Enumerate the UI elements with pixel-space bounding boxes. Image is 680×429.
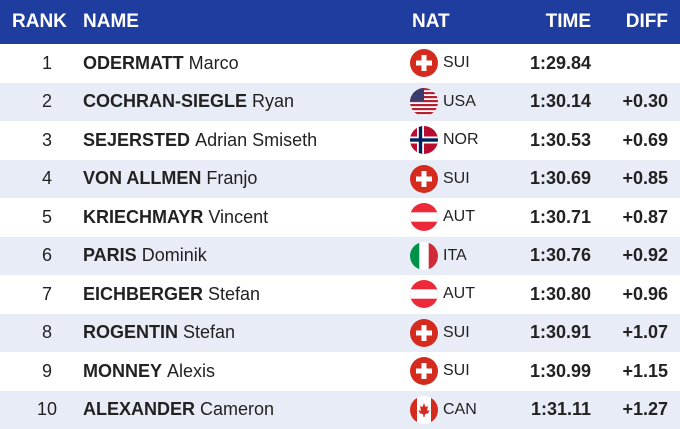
diff: +1.27 xyxy=(622,399,668,420)
result-row: 3 SEJERSTED Adrian Smiseth NOR 1:30.53 +0.69 xyxy=(0,121,680,160)
diff: +1.07 xyxy=(622,322,668,343)
first-name: Vincent xyxy=(208,206,269,227)
time: 1:30.91 xyxy=(529,322,591,343)
athlete-name: ROGENTIN Stefan xyxy=(83,314,235,353)
rank: 3 xyxy=(41,129,52,150)
result-row: 9 MONNEY Alexis SUI 1:30.99 +1.15 xyxy=(0,352,680,391)
nation: SUI xyxy=(443,54,470,72)
diff: +0.69 xyxy=(622,129,668,150)
first-name: Alexis xyxy=(167,360,216,381)
time: 1:30.53 xyxy=(529,129,591,150)
nation: SUI xyxy=(443,169,470,187)
last-name: ROGENTIN xyxy=(83,322,179,343)
flag-icon xyxy=(410,280,438,309)
result-row: 2 COCHRAN-SIEGLE Ryan USA 1:30.14 +0.30 xyxy=(0,82,680,122)
result-row: 10 ALEXANDER Cameron CAN 1:31.11 +1.27 xyxy=(0,390,680,429)
result-row: 6 PARIS Dominik ITA 1:30.76 +0.92 xyxy=(0,236,680,276)
first-name: Cameron xyxy=(200,399,275,420)
last-name: COCHRAN-SIEGLE xyxy=(83,91,248,112)
flag-icon xyxy=(410,203,438,232)
flag-icon xyxy=(410,395,438,424)
diff: +0.30 xyxy=(622,91,668,112)
flag-icon xyxy=(410,126,438,155)
first-name: Marco xyxy=(188,52,239,73)
diff: +0.85 xyxy=(622,168,668,189)
athlete-name: SEJERSTED Adrian Smiseth xyxy=(83,121,317,160)
athlete-name: EICHBERGER Stefan xyxy=(83,275,260,314)
time: 1:30.69 xyxy=(529,168,591,189)
nation: AUT xyxy=(443,208,475,226)
time: 1:30.76 xyxy=(529,245,591,266)
header-diff: DIFF xyxy=(625,11,668,32)
diff: +0.92 xyxy=(622,245,668,266)
flag-icon xyxy=(410,241,438,270)
first-name: Stefan xyxy=(208,283,261,304)
nation: ITA xyxy=(443,246,467,264)
result-row: 4 VON ALLMEN Franjo SUI 1:30.69 +0.85 xyxy=(0,159,680,199)
nation: CAN xyxy=(443,400,477,418)
nation: AUT xyxy=(443,285,475,303)
athlete-name: ALEXANDER Cameron xyxy=(83,391,274,429)
flag-icon xyxy=(410,357,438,386)
first-name: Ryan xyxy=(252,91,295,112)
rank: 8 xyxy=(41,322,52,343)
flag-icon xyxy=(410,49,438,78)
nation: NOR xyxy=(443,131,479,149)
athlete-name: PARIS Dominik xyxy=(83,237,207,276)
header-name: NAME xyxy=(83,11,139,32)
last-name: SEJERSTED xyxy=(83,129,191,150)
time: 1:30.71 xyxy=(529,206,591,227)
flag-icon xyxy=(410,318,438,347)
nation: SUI xyxy=(443,323,470,341)
rank: 6 xyxy=(41,245,52,266)
rank: 4 xyxy=(41,168,52,189)
first-name: Dominik xyxy=(141,245,207,266)
time: 1:29.84 xyxy=(529,52,591,73)
time: 1:30.14 xyxy=(529,91,591,112)
time: 1:31.11 xyxy=(530,399,591,420)
result-row: 7 EICHBERGER Stefan AUT 1:30.80 +0.96 xyxy=(0,275,680,314)
first-name: Stefan xyxy=(183,322,236,343)
first-name: Franjo xyxy=(206,168,258,189)
diff: +1.15 xyxy=(622,360,668,381)
flag-icon xyxy=(410,87,438,116)
nation: SUI xyxy=(443,362,470,380)
last-name: ODERMATT xyxy=(83,52,184,73)
result-row: 5 KRIECHMAYR Vincent AUT 1:30.71 +0.87 xyxy=(0,198,680,237)
header-nat: NAT xyxy=(412,11,450,32)
last-name: ALEXANDER xyxy=(83,399,196,420)
athlete-name: KRIECHMAYR Vincent xyxy=(83,198,268,237)
diff: +0.96 xyxy=(622,283,668,304)
athlete-name: VON ALLMEN Franjo xyxy=(83,160,257,199)
last-name: VON ALLMEN xyxy=(83,168,202,189)
time: 1:30.99 xyxy=(529,360,591,381)
athlete-name: ODERMATT Marco xyxy=(83,44,239,83)
result-row: 1 ODERMATT Marco SUI 1:29.84 xyxy=(0,44,680,83)
time: 1:30.80 xyxy=(529,283,591,304)
header-time: TIME xyxy=(545,11,591,32)
athlete-name: MONNEY Alexis xyxy=(83,352,215,391)
rank: 9 xyxy=(41,360,52,381)
rank: 7 xyxy=(41,283,52,304)
rank: 1 xyxy=(41,52,52,73)
rank: 2 xyxy=(41,91,52,112)
nation: USA xyxy=(443,92,476,110)
last-name: MONNEY xyxy=(83,360,163,381)
rank: 5 xyxy=(41,206,52,227)
last-name: EICHBERGER xyxy=(83,283,204,304)
rank: 10 xyxy=(36,399,58,420)
last-name: KRIECHMAYR xyxy=(83,206,204,227)
diff: +0.87 xyxy=(622,206,668,227)
first-name: Adrian Smiseth xyxy=(195,129,318,150)
header-row: RANK NAME NAT TIME DIFF xyxy=(0,0,680,44)
athlete-name: COCHRAN-SIEGLE Ryan xyxy=(83,83,294,122)
header-rank: RANK xyxy=(12,11,67,32)
result-row: 8 ROGENTIN Stefan SUI 1:30.91 +1.07 xyxy=(0,313,680,353)
last-name: PARIS xyxy=(83,245,137,266)
flag-icon xyxy=(410,164,438,193)
